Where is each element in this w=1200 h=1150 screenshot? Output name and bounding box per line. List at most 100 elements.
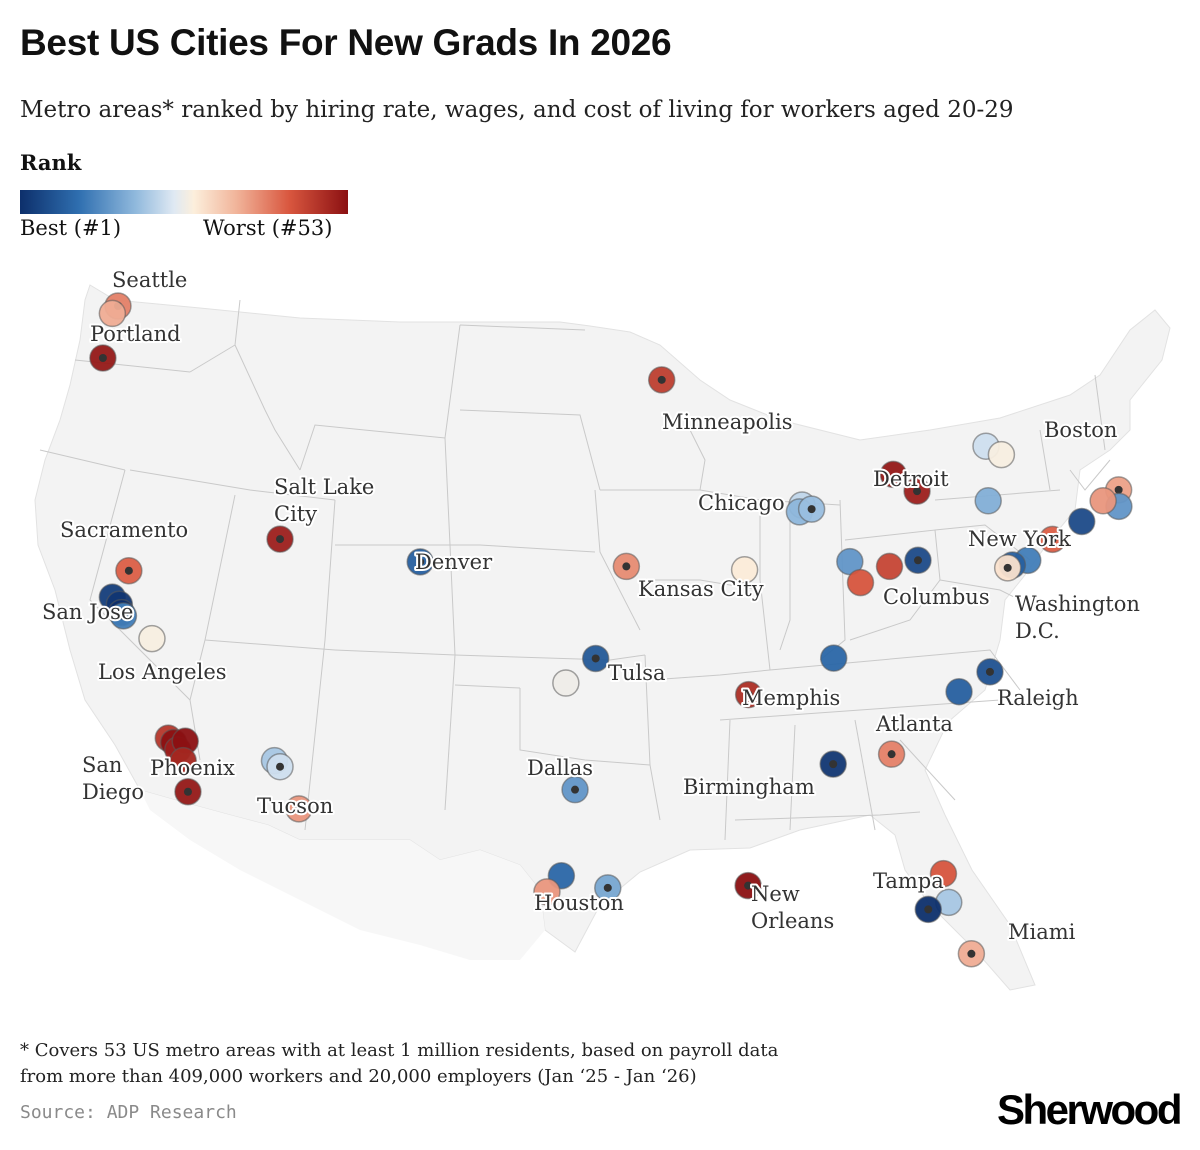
metro-center-dot	[571, 785, 580, 794]
page-title: Best US Cities For New Grads In 2026	[20, 22, 672, 63]
metro-marker	[797, 495, 826, 523]
metro-marker	[266, 525, 294, 553]
rank-color-scale	[20, 190, 348, 214]
metro-marker	[406, 548, 434, 576]
metro-center-dot	[913, 487, 922, 496]
city-label-washington-d-c: D.C.	[1015, 619, 1060, 643]
metro-marker	[987, 440, 1016, 469]
metro-center-dot	[603, 883, 612, 892]
metro-marker	[1089, 487, 1117, 515]
metro-center-dot	[591, 654, 600, 663]
city-label-columbus: Columbus	[883, 585, 990, 609]
city-label-detroit: Detroit	[873, 467, 949, 491]
state-borders	[39, 299, 1111, 841]
city-label-san-diego: San	[82, 753, 122, 777]
metro-center-dot	[744, 690, 753, 699]
us-basemap	[34, 284, 1171, 991]
metro-marker	[846, 568, 875, 597]
metro-marker	[98, 299, 127, 328]
metro-marker	[974, 487, 1002, 515]
city-label-tucson: Tucson	[257, 794, 333, 818]
metro-center-dot	[829, 760, 838, 769]
city-label-new-orleans: New	[751, 882, 800, 906]
city-label-denver: Denver	[415, 550, 493, 574]
metro-circle	[533, 878, 561, 906]
metro-marker	[929, 859, 958, 888]
metro-marker	[976, 658, 1004, 686]
metro-center-dot	[183, 787, 192, 796]
city-label-washington-d-c: Washington	[1015, 592, 1140, 616]
city-label-boston: Boston	[1044, 418, 1117, 442]
footnote-line-2: from more than 409,000 workers and 20,00…	[20, 1066, 697, 1087]
metro-marker	[533, 878, 561, 906]
metro-center-dot	[294, 804, 303, 813]
legend-worst-label: Worst (#53)	[203, 216, 333, 240]
metro-circle	[1068, 507, 1096, 536]
metro-marker	[552, 669, 580, 697]
metro-circle	[1089, 487, 1117, 515]
city-label-houston: Houston	[534, 891, 624, 915]
metro-marker	[612, 552, 641, 581]
metro-markers	[89, 292, 1133, 968]
city-label-memphis: Memphis	[742, 686, 840, 710]
footnote-line-1: * Covers 53 US metro areas with at least…	[20, 1040, 779, 1061]
metro-center-dot	[124, 566, 133, 575]
metro-center-dot	[1048, 535, 1057, 544]
metro-center-dot	[276, 762, 285, 771]
city-labels: Seattle Portland Sacramento San Jose Los Ang…	[40, 266, 1142, 946]
metro-center-dot	[1114, 485, 1123, 494]
metro-center-dot	[985, 667, 994, 676]
metro-circle	[974, 487, 1002, 515]
metro-center-dot	[622, 562, 631, 571]
metro-marker	[734, 871, 762, 900]
city-label-new-orleans: Orleans	[751, 909, 834, 933]
metro-marker	[879, 460, 908, 489]
metro-marker	[109, 602, 138, 630]
metro-marker	[914, 895, 943, 924]
city-label-seattle: Seattle	[112, 268, 187, 292]
city-label-chicago: Chicago	[698, 491, 785, 515]
city-label-san-diego: Diego	[82, 780, 144, 804]
metro-center-dot	[924, 905, 933, 914]
metro-circle	[987, 440, 1016, 469]
metro-circle	[169, 746, 197, 775]
metro-circle	[98, 299, 127, 328]
metro-marker	[647, 366, 676, 394]
metro-marker	[1038, 525, 1067, 554]
metro-marker	[875, 552, 904, 581]
metro-center-dot	[744, 881, 753, 890]
city-label-dallas: Dallas	[527, 756, 593, 780]
metro-center-dot	[807, 505, 816, 514]
city-label-portland: Portland	[90, 322, 181, 346]
mexico-land	[140, 790, 545, 960]
metro-circle	[730, 556, 759, 584]
metro-marker	[581, 644, 610, 673]
metro-marker	[169, 746, 197, 775]
city-label-new-york: New York	[968, 527, 1071, 551]
city-label-minneapolis: Minneapolis	[662, 410, 793, 434]
city-label-kansas-city: Kansas City	[638, 577, 764, 601]
metro-marker	[903, 477, 931, 505]
city-label-atlanta: Atlanta	[875, 712, 953, 736]
city-label-salt-lake-city: City	[274, 502, 317, 526]
city-label-tampa: Tampa	[873, 869, 944, 893]
city-label-raleigh: Raleigh	[997, 686, 1079, 710]
legend-best-label: Best (#1)	[20, 216, 122, 240]
metro-circle	[552, 669, 580, 697]
source-note: Source: ADP Research	[20, 1102, 237, 1123]
metro-circle	[875, 552, 904, 581]
metro-marker	[138, 624, 166, 653]
us-metro-map: Seattle Portland Sacramento San Jose Los Ang…	[34, 266, 1171, 991]
metro-center-dot	[98, 354, 107, 362]
page-subtitle: Metro areas* ranked by hiring rate, wage…	[20, 97, 1014, 123]
city-label-sacramento: Sacramento	[60, 518, 188, 542]
metro-marker	[1068, 507, 1096, 536]
metro-marker	[285, 795, 313, 823]
metro-marker	[174, 777, 202, 806]
city-label-phoenix: Phoenix	[150, 756, 235, 780]
city-label-birmingham: Birmingham	[683, 775, 815, 799]
metro-marker	[819, 750, 847, 778]
city-label-san-jose: San Jose	[42, 600, 133, 624]
metro-center-dot	[416, 557, 425, 566]
metro-center-dot	[1003, 563, 1012, 572]
